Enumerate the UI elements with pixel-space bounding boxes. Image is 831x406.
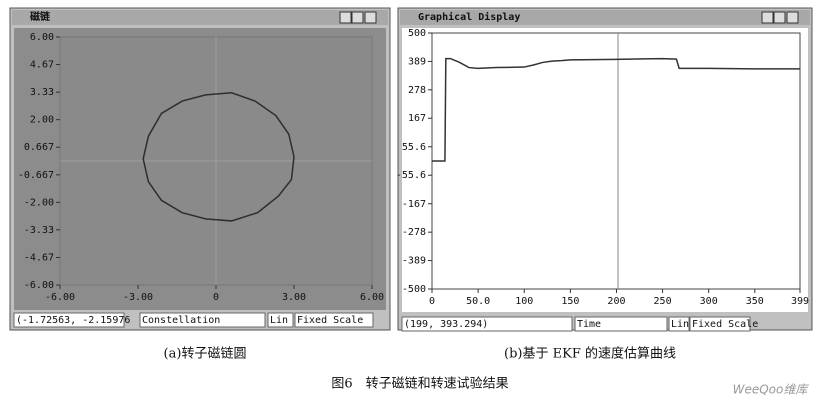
y-tick-label: 55.6 <box>402 142 426 153</box>
window-title: Graphical Display <box>418 11 520 23</box>
subcaption: (b)基于 EKF 的速度估算曲线 <box>504 346 676 362</box>
status-field <box>689 316 751 332</box>
y-tick-label: -55.6 <box>396 170 426 181</box>
y-tick-label: -3.33 <box>24 225 54 236</box>
x-tick-label: 0 <box>213 292 219 303</box>
status-text: Lin <box>671 319 689 330</box>
maximize-button[interactable] <box>351 11 364 24</box>
close-button[interactable] <box>786 11 799 24</box>
x-tick-label: -3.00 <box>123 292 153 303</box>
title-bar <box>400 10 810 25</box>
x-tick-label: 200 <box>607 296 625 307</box>
x-tick-label: 100 <box>515 296 533 307</box>
status-text: Constellation <box>142 315 220 326</box>
x-tick-label: 250 <box>654 296 672 307</box>
status-text: (199, 393.294) <box>404 319 488 330</box>
y-tick-label: 278 <box>408 85 426 96</box>
status-field <box>668 316 690 332</box>
y-tick-label: -6.00 <box>24 280 54 291</box>
y-tick-label: -2.00 <box>24 197 54 208</box>
x-tick-label: 3.00 <box>282 292 306 303</box>
watermark: WeeQoo维库 <box>733 383 810 397</box>
plot-area <box>431 32 801 290</box>
y-tick-label: 3.33 <box>30 87 54 98</box>
x-tick-label: -6.00 <box>45 292 75 303</box>
status-field <box>574 316 668 332</box>
title-bar <box>12 10 388 25</box>
status-field <box>401 316 573 332</box>
figure-caption: 图6 转子磁链和转速试验结果 <box>331 376 508 392</box>
y-tick-label: 0.667 <box>24 142 54 153</box>
y-tick-label: -0.667 <box>18 170 54 181</box>
window-buttons <box>761 11 799 24</box>
status-text: Fixed Scale <box>692 319 758 330</box>
status-field <box>139 312 266 328</box>
status-text: Lin <box>270 315 288 326</box>
data-line <box>142 92 295 222</box>
y-tick-label: 2.00 <box>30 115 54 126</box>
subcaption: (a)转子磁链圆 <box>164 347 247 362</box>
maximize-button[interactable] <box>773 11 786 24</box>
data-line <box>432 57 800 162</box>
status-field <box>13 312 125 328</box>
y-tick-label: -167 <box>402 199 426 210</box>
status-text: Time <box>577 319 601 330</box>
minimize-button[interactable] <box>339 11 352 24</box>
x-tick-label: 350 <box>746 296 764 307</box>
x-tick-label: 50.0 <box>466 296 490 307</box>
x-tick-label: 6.00 <box>360 292 384 303</box>
y-tick-label: 6.00 <box>30 32 54 43</box>
y-tick-label: -500 <box>402 284 426 295</box>
window-buttons <box>339 11 377 24</box>
window-title: 磁链 <box>30 10 51 23</box>
y-tick-label: 500 <box>408 28 426 39</box>
status-text: Fixed Scale <box>297 315 363 326</box>
x-tick-label: 0 <box>429 296 435 307</box>
y-tick-label: 389 <box>408 56 426 67</box>
y-tick-label: -278 <box>402 227 426 238</box>
y-tick-label: -389 <box>402 256 426 267</box>
y-tick-label: -4.67 <box>24 253 54 264</box>
minimize-button[interactable] <box>761 11 774 24</box>
x-tick-label: 300 <box>700 296 718 307</box>
status-field <box>267 312 294 328</box>
y-tick-label: 4.67 <box>30 59 54 70</box>
x-tick-label: 399 <box>791 296 809 307</box>
status-text: (-1.72563, -2.15976 <box>16 315 130 326</box>
status-field <box>294 312 374 328</box>
close-button[interactable] <box>364 11 377 24</box>
x-tick-label: 150 <box>561 296 579 307</box>
y-tick-label: 167 <box>408 113 426 124</box>
